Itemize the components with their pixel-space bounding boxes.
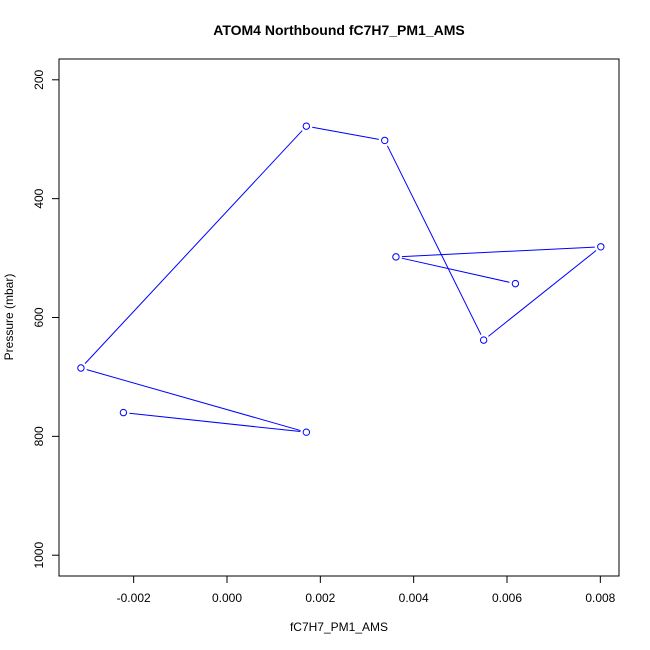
y-tick-label: 400 bbox=[32, 188, 46, 208]
data-point bbox=[119, 408, 128, 417]
y-tick-label: 800 bbox=[32, 426, 46, 446]
y-tick-label: 600 bbox=[32, 307, 46, 327]
data-point bbox=[77, 364, 85, 372]
y-tick-label: 200 bbox=[32, 69, 46, 89]
data-point bbox=[511, 279, 520, 288]
series-segment bbox=[312, 126, 379, 140]
x-tick-label: 0.008 bbox=[585, 591, 615, 605]
chart-title: ATOM4 Northbound fC7H7_PM1_AMS bbox=[213, 22, 465, 38]
x-tick-label: 0.000 bbox=[212, 591, 242, 605]
x-tick-label: 0.002 bbox=[305, 591, 335, 605]
series-segment bbox=[488, 250, 597, 337]
series-segment bbox=[401, 257, 510, 283]
series-segment bbox=[401, 246, 595, 258]
data-point bbox=[479, 336, 488, 344]
series-segment bbox=[129, 412, 301, 433]
x-tick-label: -0.002 bbox=[117, 591, 151, 605]
y-axis-label: Pressure (mbar) bbox=[2, 274, 16, 361]
data-point bbox=[392, 253, 400, 261]
data-point bbox=[302, 122, 311, 130]
data-point bbox=[381, 136, 389, 145]
x-tick-label: 0.006 bbox=[492, 591, 522, 605]
y-tick-label: 1000 bbox=[32, 542, 46, 569]
series-segment bbox=[86, 369, 301, 432]
series-layer bbox=[77, 122, 605, 436]
series-segment bbox=[84, 130, 303, 364]
series-segment bbox=[386, 145, 482, 335]
data-point bbox=[302, 428, 311, 436]
x-tick-label: 0.004 bbox=[399, 591, 429, 605]
x-axis-label: fC7H7_PM1_AMS bbox=[290, 620, 388, 634]
plot-frame bbox=[58, 58, 620, 577]
data-point bbox=[597, 243, 605, 251]
y-axis: 200 400 600 800 1000 bbox=[32, 69, 60, 569]
x-axis: -0.002 0.000 0.002 0.004 0.006 0.008 bbox=[117, 575, 616, 605]
